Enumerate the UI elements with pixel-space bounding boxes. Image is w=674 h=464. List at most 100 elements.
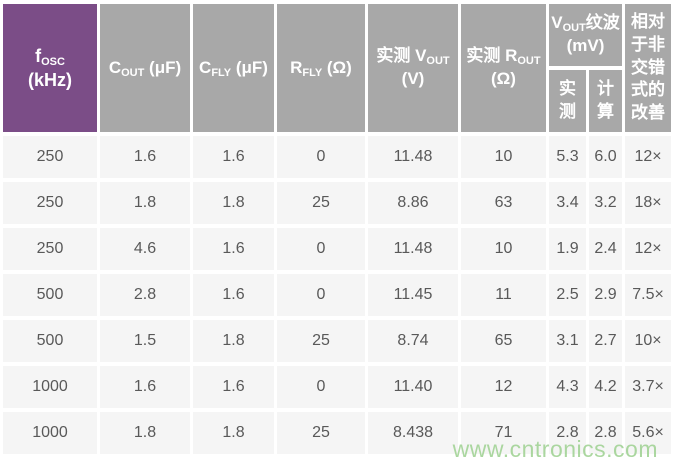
cell-rout: 71 [461, 412, 546, 454]
cell-rfly: 25 [277, 412, 365, 454]
cell-fosc: 250 [3, 136, 97, 178]
cfly-unit: (μF) [231, 57, 268, 77]
cell-fosc: 1000 [3, 366, 97, 408]
cell-rout: 65 [461, 320, 546, 362]
table-row: 500 1.5 1.8 25 8.74 65 3.1 2.7 10× [3, 320, 672, 362]
ripple-label: 纹波 (mV) [566, 13, 620, 55]
fosc-subscript: OSC [41, 55, 65, 68]
vout-unit: (V) [401, 69, 425, 88]
col-header-vout-ripple-group: VOUT纹波 (mV) [549, 4, 623, 66]
cell-ripple-calculated: 2.4 [589, 228, 623, 270]
cout-subscript: OUT [121, 66, 145, 79]
cfly-symbol: C [199, 57, 212, 77]
cell-rfly: 0 [277, 274, 365, 316]
rout-unit: (Ω) [491, 69, 516, 88]
cell-vout: 11.48 [368, 136, 458, 178]
cell-cout: 1.8 [100, 412, 190, 454]
rfly-symbol: R [290, 57, 303, 77]
col-header-cout: COUT (μF) [100, 4, 190, 132]
cell-rfly: 25 [277, 320, 365, 362]
cell-vout: 11.48 [368, 228, 458, 270]
cell-improvement: 18× [625, 182, 672, 224]
ripple-subscript: OUT [562, 22, 586, 35]
cell-rout: 10 [461, 228, 546, 270]
cell-fosc: 500 [3, 274, 97, 316]
table-row: 1000 1.8 1.8 25 8.438 71 2.8 2.8 5.6× [3, 412, 672, 454]
cell-improvement: 12× [625, 136, 672, 178]
cell-fosc: 250 [3, 182, 97, 224]
cell-cfly: 1.6 [193, 366, 274, 408]
cell-ripple-calculated: 6.0 [589, 136, 623, 178]
col-header-measured-rout: 实测 ROUT (Ω) [461, 4, 546, 132]
cell-ripple-measured: 3.1 [549, 320, 586, 362]
cell-ripple-measured: 3.4 [549, 182, 586, 224]
vout-label: 实测 V [376, 46, 427, 66]
cell-cfly: 1.6 [193, 136, 274, 178]
cell-vout: 8.438 [368, 412, 458, 454]
rout-subscript: OUT [517, 55, 541, 68]
cell-rfly: 25 [277, 182, 365, 224]
cell-cfly: 1.8 [193, 320, 274, 362]
cell-ripple-calculated: 2.7 [589, 320, 623, 362]
cell-ripple-measured: 2.8 [549, 412, 586, 454]
col-header-fosc: fOSC (kHz) [3, 4, 97, 132]
cell-fosc: 500 [3, 320, 97, 362]
cell-fosc: 1000 [3, 412, 97, 454]
table-row: 250 4.6 1.6 0 11.48 10 1.9 2.4 12× [3, 228, 672, 270]
cell-cfly: 1.6 [193, 228, 274, 270]
ripple-symbol: V [551, 13, 563, 33]
fosc-unit: (kHz) [28, 70, 72, 90]
cell-cfly: 1.8 [193, 182, 274, 224]
col-header-cfly: CFLY (μF) [193, 4, 274, 132]
table-row: 250 1.6 1.6 0 11.48 10 5.3 6.0 12× [3, 136, 672, 178]
cell-ripple-measured: 2.5 [549, 274, 586, 316]
table-row: 1000 1.6 1.6 0 11.40 12 4.3 4.2 3.7× [3, 366, 672, 408]
cout-symbol: C [108, 57, 122, 77]
cell-cout: 1.5 [100, 320, 190, 362]
rfly-subscript: FLY [302, 66, 323, 79]
cell-rout: 12 [461, 366, 546, 408]
cfly-subscript: FLY [211, 66, 232, 79]
col-header-ripple-calculated: 计算 [589, 70, 623, 132]
cell-vout: 8.86 [368, 182, 458, 224]
cell-cout: 2.8 [100, 274, 190, 316]
cell-rfly: 0 [277, 136, 365, 178]
header-row-top: fOSC (kHz) COUT (μF) CFLY (μF) RFLY (Ω) … [3, 4, 672, 132]
cell-vout: 11.40 [368, 366, 458, 408]
cell-cout: 1.6 [100, 366, 190, 408]
cell-improvement: 5.6× [625, 412, 672, 454]
cout-unit: (μF) [144, 57, 182, 77]
cell-cout: 1.6 [100, 136, 190, 178]
cell-cout: 1.8 [100, 182, 190, 224]
vout-subscript: OUT [426, 55, 450, 68]
col-header-ripple-measured: 实测 [549, 70, 586, 132]
cell-cfly: 1.6 [193, 274, 274, 316]
header-row-sub: 实测 计算 [3, 70, 671, 132]
cell-cfly: 1.8 [193, 412, 274, 454]
rout-label: 实测 R [466, 46, 518, 66]
improvement-label: 相对于非交错式的改善 [631, 11, 666, 123]
cell-vout: 8.74 [368, 320, 458, 362]
cell-rout: 11 [461, 274, 546, 316]
cell-ripple-calculated: 2.8 [589, 412, 623, 454]
cell-ripple-calculated: 2.9 [589, 274, 623, 316]
cell-rfly: 0 [277, 228, 365, 270]
cell-ripple-measured: 4.3 [549, 366, 586, 408]
cell-improvement: 7.5× [625, 274, 672, 316]
cell-rfly: 0 [277, 366, 365, 408]
col-header-measured-vout: 实测 VOUT (V) [368, 4, 458, 132]
fosc-symbol: f [35, 45, 42, 66]
cell-improvement: 3.7× [625, 366, 672, 408]
cell-ripple-calculated: 3.2 [589, 182, 623, 224]
table-row: 500 2.8 1.6 0 11.45 11 2.5 2.9 7.5× [3, 274, 672, 316]
cell-ripple-measured: 1.9 [549, 228, 586, 270]
cell-ripple-measured: 5.3 [549, 136, 586, 178]
cell-ripple-calculated: 4.2 [589, 366, 623, 408]
col-header-improvement: 相对于非交错式的改善 [625, 4, 672, 132]
col-header-rfly: RFLY (Ω) [277, 4, 365, 132]
rfly-unit: (Ω) [322, 57, 352, 77]
cell-vout: 11.45 [368, 274, 458, 316]
cell-rout: 63 [461, 182, 546, 224]
cell-improvement: 10× [625, 320, 672, 362]
